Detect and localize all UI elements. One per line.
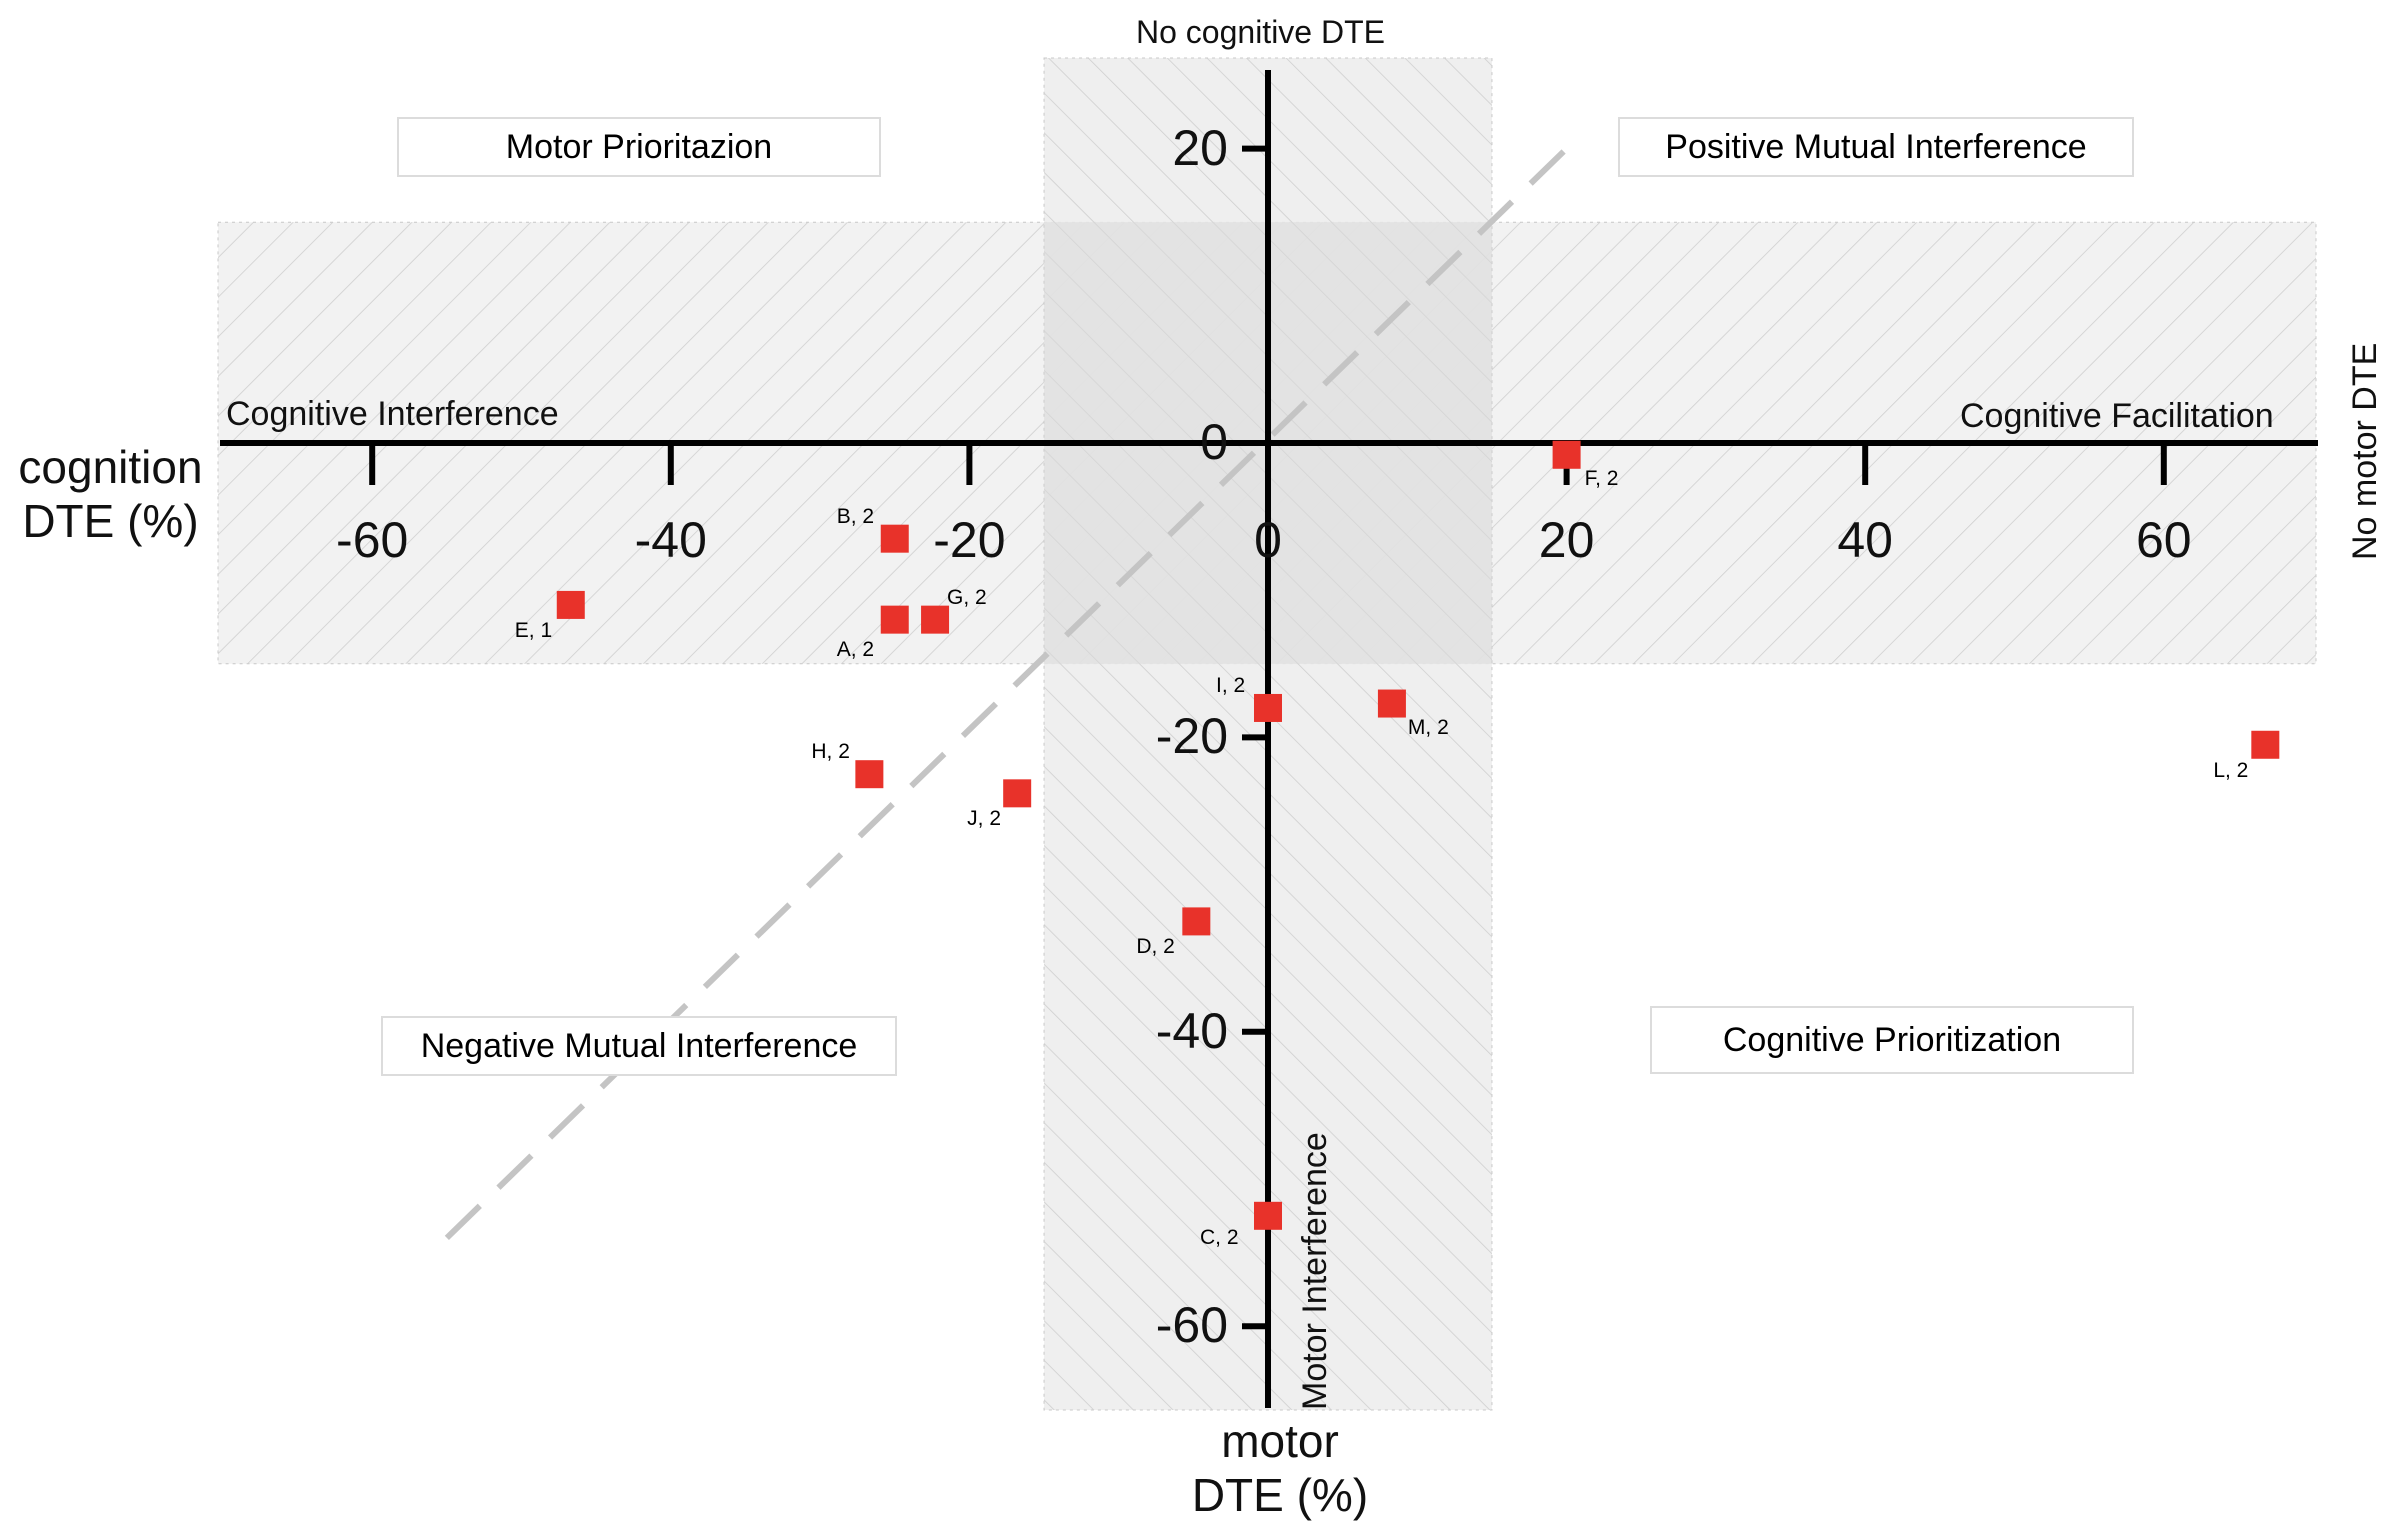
y-tick-label: 0 <box>1200 414 1228 470</box>
data-point-marker <box>1552 440 1581 469</box>
x-tick-label: 40 <box>1837 512 1893 568</box>
x-tick-label: 0 <box>1254 512 1282 568</box>
data-point-marker <box>1003 779 1032 808</box>
data-point-marker <box>2251 730 2280 759</box>
data-point-label: F, 2 <box>1584 466 1619 490</box>
no-motor-dte-label: No motor DTE <box>2346 342 2384 560</box>
x-tick-label: -60 <box>336 512 409 568</box>
data-point-label: E, 1 <box>514 618 553 642</box>
cognitive-interference-label: Cognitive Interference <box>226 395 559 433</box>
motor-interference-label: Motor Interference <box>1296 1132 1334 1410</box>
y-axis-title: cognition DTE (%) <box>18 441 203 547</box>
data-point-marker <box>921 605 950 634</box>
no-cognitive-dte-label: No cognitive DTE <box>1136 14 1385 50</box>
data-point-marker <box>880 605 909 634</box>
y-tick-label: -60 <box>1155 1297 1228 1354</box>
data-point-label: H, 2 <box>811 740 850 764</box>
data-point-label: A, 2 <box>836 637 875 661</box>
y-tick-label: -40 <box>1155 1002 1228 1059</box>
data-point-label: J, 2 <box>967 807 1002 831</box>
data-point-label: M, 2 <box>1407 715 1449 739</box>
data-point-label: D, 2 <box>1136 935 1175 959</box>
data-point-label: C, 2 <box>1200 1225 1239 1249</box>
data-point-marker <box>855 760 884 789</box>
x-tick-label: -40 <box>634 512 707 568</box>
x-tick-label: 20 <box>1538 512 1595 568</box>
data-point-marker <box>1377 689 1406 718</box>
x-axis-title: motor DTE (%) <box>1191 1415 1369 1521</box>
data-point-marker <box>1254 1201 1282 1230</box>
y-tick-label: -20 <box>1155 708 1228 765</box>
x-tick-label: -20 <box>933 512 1006 568</box>
quadrant-label-bottom-right: Cognitive Prioritization <box>1650 1006 2134 1074</box>
quadrant-label-bottom-left: Negative Mutual Interference <box>381 1016 897 1076</box>
data-point-marker <box>1254 693 1282 722</box>
data-point-marker <box>556 590 585 619</box>
x-tick-label: 60 <box>2135 512 2192 568</box>
cognitive-facilitation-label: Cognitive Facilitation <box>1960 397 2274 435</box>
quadrant-label-top-left: Motor Prioritazion <box>397 117 881 177</box>
data-point-label: B, 2 <box>836 504 875 528</box>
data-point-label: G, 2 <box>947 585 987 609</box>
data-point-marker <box>1182 907 1211 936</box>
data-point-label: I, 2 <box>1216 673 1246 697</box>
data-point-label: L, 2 <box>2213 758 2249 782</box>
data-point-marker <box>880 524 909 553</box>
y-tick-label: 20 <box>1172 119 1228 176</box>
quadrant-label-top-right: Positive Mutual Interference <box>1618 117 2134 177</box>
